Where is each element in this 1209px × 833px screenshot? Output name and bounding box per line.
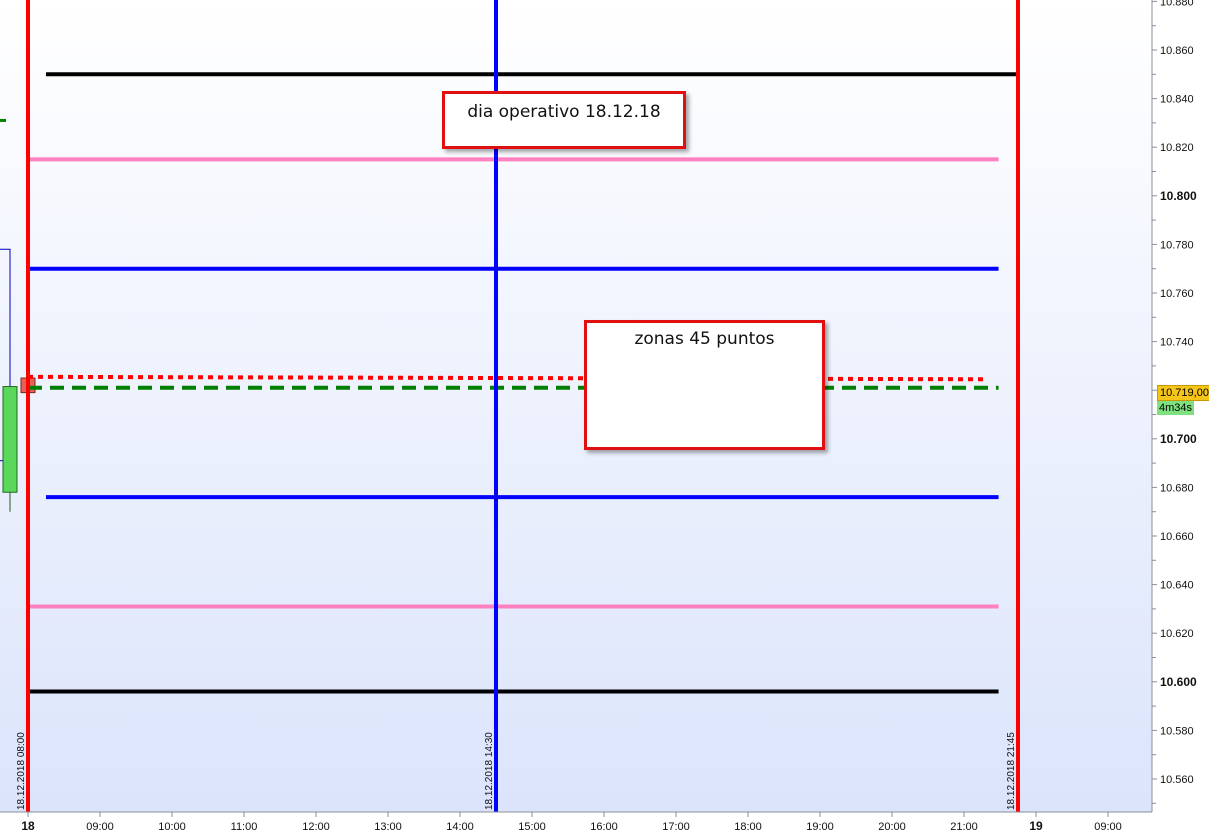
- vertical-line-label: 18.12.2018 14:30: [484, 732, 495, 810]
- price-tick-label: 10.760: [1160, 288, 1194, 300]
- price-tick-label: 10.860: [1160, 45, 1194, 57]
- time-tick-label: 10:00: [158, 821, 186, 833]
- price-tick-label: 10.680: [1160, 482, 1194, 494]
- candle-body: [2, 386, 18, 493]
- price-tick-label: 10.580: [1160, 725, 1194, 737]
- vertical-line-label: 18.12.2018 08:00: [16, 732, 27, 810]
- price-tick-label: 10.640: [1160, 580, 1194, 592]
- candle-countdown-badge: 4m34s: [1157, 401, 1195, 415]
- time-tick-label: 09:00: [86, 821, 114, 833]
- annotation-text: zonas 45 puntos: [634, 329, 775, 349]
- price-tick-label: 10.800: [1160, 189, 1197, 203]
- time-tick-label: 11:00: [231, 821, 258, 833]
- time-tick-label: 21:00: [950, 821, 978, 833]
- price-tick-label: 10.880: [1160, 0, 1194, 8]
- price-tick-label: 10.840: [1160, 94, 1194, 106]
- annotation-text: dia operativo 18.12.18: [467, 102, 661, 122]
- price-tick-label: 10.780: [1160, 239, 1194, 251]
- time-tick-label: 19: [1029, 819, 1043, 833]
- time-tick-label: 15:00: [518, 821, 546, 833]
- price-tick-label: 10.660: [1160, 531, 1194, 543]
- time-tick-label: 19:00: [806, 821, 834, 833]
- price-tick-label: 10.600: [1160, 675, 1197, 689]
- time-tick-label: 17:00: [662, 821, 690, 833]
- price-tick-label: 10.740: [1160, 337, 1194, 349]
- price-tick-label: 10.820: [1160, 142, 1194, 154]
- vertical-line-label: 18.12.2018 21:45: [1006, 732, 1017, 810]
- time-tick-label: 18: [21, 819, 35, 833]
- price-tick-label: 10.700: [1160, 432, 1197, 446]
- time-tick-label: 13:00: [374, 821, 402, 833]
- price-tick-label: 10.560: [1160, 774, 1194, 786]
- time-tick-label: 16:00: [590, 821, 618, 833]
- time-tick-label: 18:00: [734, 821, 762, 833]
- annotation-zonas[interactable]: zonas 45 puntos: [584, 320, 825, 450]
- time-tick-label: 14:00: [446, 821, 474, 833]
- last-price-badge: 10.719,00: [1157, 385, 1209, 401]
- annotation-dia-operativo[interactable]: dia operativo 18.12.18: [442, 91, 686, 149]
- time-tick-label: 20:00: [878, 821, 906, 833]
- price-tick-label: 10.620: [1160, 628, 1194, 640]
- time-tick-label: 12:00: [302, 821, 330, 833]
- time-tick-label: 09:00: [1094, 821, 1122, 833]
